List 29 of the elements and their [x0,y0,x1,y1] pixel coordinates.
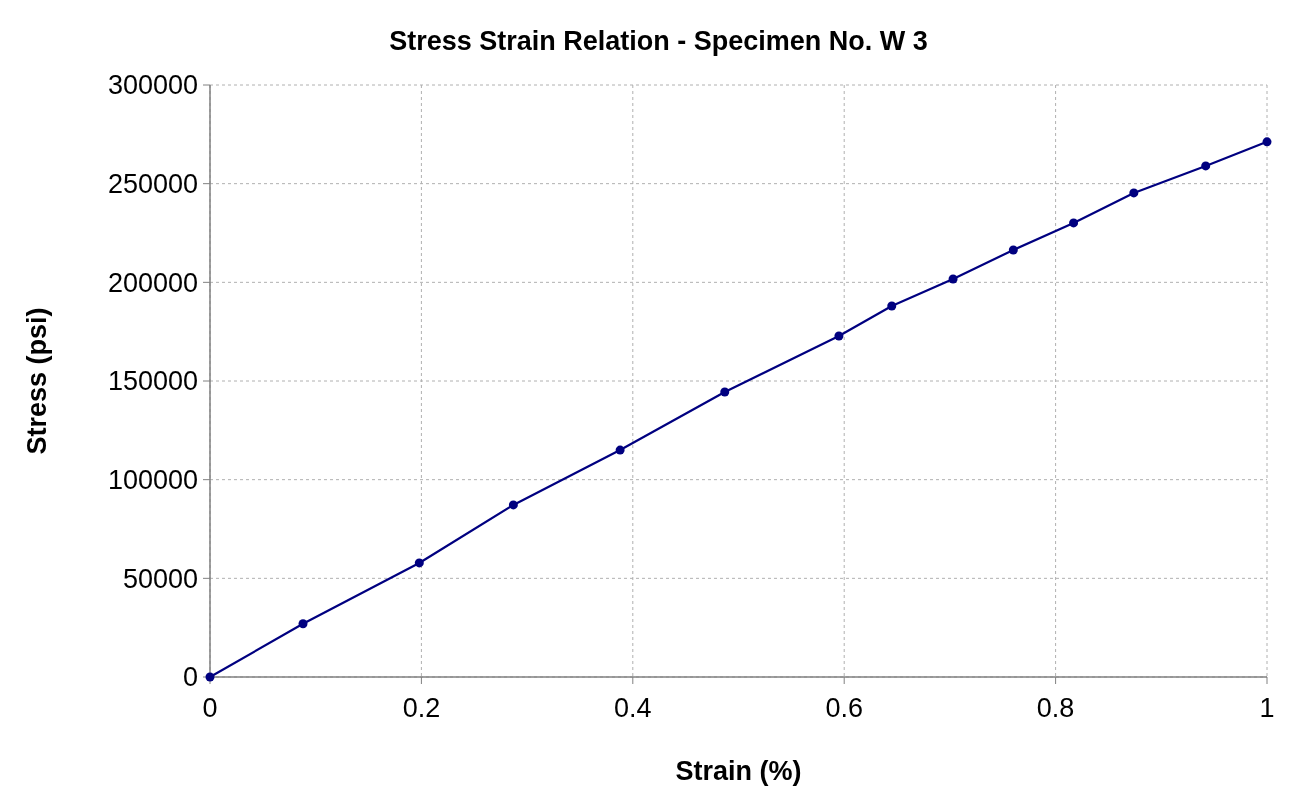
point [508,500,518,510]
point [1201,161,1211,171]
point [1129,188,1139,198]
x-tick-label: 1 [1259,693,1275,723]
x-tick-label: 0.6 [825,693,863,723]
y-tick-label: 250000 [107,169,198,200]
chart-title: Stress Strain Relation - Specimen No. W 3 [389,26,928,56]
x-axis-title: Strain (%) [675,756,802,786]
y-tick-label: 50000 [122,563,198,594]
point [1262,137,1272,147]
y-tick-label: 300000 [107,70,198,101]
point [615,445,625,455]
y-tick-label: 100000 [107,465,198,496]
point [948,274,958,284]
point [1008,245,1018,255]
x-tick-label: 0.2 [402,693,441,723]
y-tick-label: 0 [182,662,198,693]
point [1069,218,1079,228]
point [414,558,424,568]
point [298,619,308,629]
y-tick-label: 200000 [107,267,198,298]
point [720,387,730,397]
y-tick-label: 150000 [107,366,198,397]
point [834,331,844,341]
x-tick-label: 0.4 [614,693,652,723]
x-tick-label: 0 [202,693,218,723]
x-tick-label: 0.8 [1036,693,1075,723]
y-axis-title: Stress (psi) [22,307,52,455]
point [887,301,897,311]
